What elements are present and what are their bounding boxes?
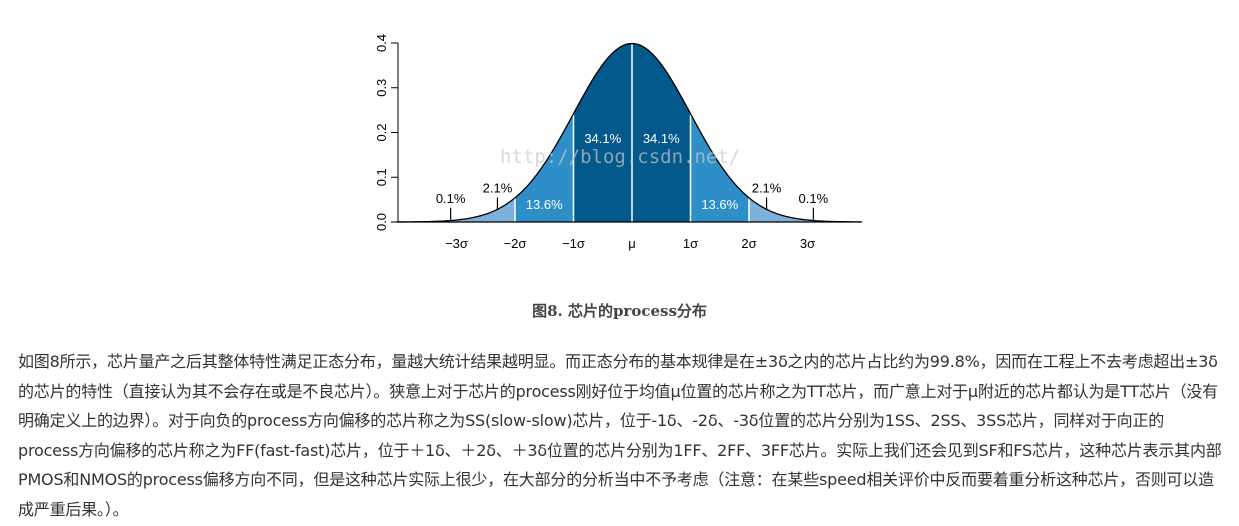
watermark-text: http://blog.csdn.net/ [500, 146, 740, 168]
x-tick-label: −3σ [445, 236, 468, 251]
y-tick-label: 0.3 [374, 79, 389, 97]
body-paragraph: 如图8所示，芯片量产之后其整体特性满足正态分布，量越大统计结果越明显。而正态分布… [18, 352, 1222, 519]
figure-caption: 图8. 芯片的process分布 [532, 302, 707, 320]
annotation-label: 2.1% [483, 180, 513, 195]
x-tick-label: 3σ [800, 236, 815, 251]
annotation-label: 13.6% [526, 197, 563, 212]
x-tick-label: 2σ [741, 236, 756, 251]
y-tick-label: 0.2 [374, 123, 389, 141]
x-tick-label: −2σ [504, 236, 527, 251]
annotation-label: 34.1% [584, 131, 621, 146]
y-tick-label: 0.1 [374, 168, 389, 186]
annotation-label: 13.6% [701, 197, 738, 212]
x-tick-label: −1σ [562, 236, 585, 251]
region-5 [749, 197, 861, 222]
annotation-label: 34.1% [643, 131, 680, 146]
annotation-label: 0.1% [436, 191, 466, 206]
x-tick-label: μ [628, 236, 636, 251]
y-tick-label: 0.4 [374, 34, 389, 52]
y-tick-label: 0.0 [374, 213, 389, 231]
annotation-label: 0.1% [799, 191, 829, 206]
annotation-label: 2.1% [752, 180, 782, 195]
density-curve [397, 42, 861, 223]
normal-distribution-chart: 0.0 0.1 0.2 0.3 0.4 −3σ −2σ −1σ μ 1σ 2σ 3σ 0.1% 2.1% 1… [374, 34, 863, 251]
region-0 [398, 197, 515, 222]
x-tick-label: 1σ [683, 236, 698, 251]
